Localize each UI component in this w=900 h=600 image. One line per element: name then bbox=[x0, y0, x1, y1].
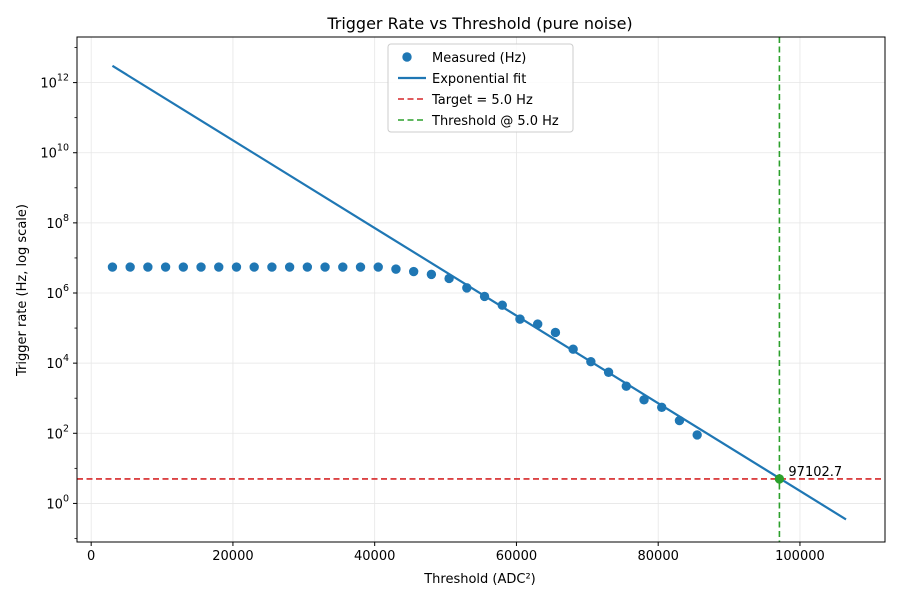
legend-marker-measured bbox=[402, 52, 412, 62]
y-tick-label: 104 bbox=[46, 353, 69, 372]
fit-line bbox=[111, 64, 847, 521]
y-axis-label: Trigger rate (Hz, log scale) bbox=[15, 204, 30, 377]
plot-content: 97102.7 bbox=[77, 37, 885, 542]
y-tick-label: 108 bbox=[46, 213, 69, 232]
measured-point bbox=[674, 415, 685, 426]
x-tick-label: 0 bbox=[87, 549, 95, 564]
threshold-annotation: 97102.7 bbox=[788, 465, 842, 480]
measured-point bbox=[444, 273, 454, 284]
measured-point bbox=[391, 264, 401, 274]
legend: Measured (Hz) Exponential fit Target = 5.0… bbox=[387, 43, 574, 133]
measured-point bbox=[284, 262, 295, 272]
measured-point bbox=[338, 262, 348, 272]
measured-point bbox=[408, 266, 419, 277]
y-axis: 100 102 104 106 108 1010 1012 bbox=[40, 47, 77, 539]
legend-box bbox=[387, 43, 574, 133]
x-tick-label: 100000 bbox=[775, 549, 825, 564]
measured-point bbox=[550, 327, 561, 338]
measured-point bbox=[692, 430, 702, 440]
measured-point bbox=[603, 367, 614, 377]
measured-point bbox=[143, 262, 153, 272]
y-tick-label: 1010 bbox=[40, 143, 69, 162]
measured-point bbox=[621, 381, 631, 391]
y-tick-label: 102 bbox=[46, 423, 69, 442]
measured-point bbox=[320, 262, 330, 272]
measured-point bbox=[355, 262, 366, 272]
measured-point bbox=[639, 395, 649, 405]
measured-point bbox=[462, 283, 472, 293]
x-axis-label: Threshold (ADC²) bbox=[423, 572, 536, 587]
measured-point bbox=[178, 262, 189, 272]
measured-point bbox=[160, 262, 171, 272]
measured-point bbox=[497, 300, 507, 310]
threshold-marker-point bbox=[774, 474, 785, 484]
plot-frame bbox=[76, 36, 886, 543]
measured-point bbox=[267, 262, 277, 272]
legend-label: Exponential fit bbox=[432, 72, 526, 87]
x-tick-label: 80000 bbox=[638, 549, 679, 564]
legend-label: Threshold @ 5.0 Hz bbox=[431, 114, 559, 129]
measured-point bbox=[657, 402, 667, 413]
measured-point bbox=[196, 262, 206, 272]
measured-point bbox=[231, 262, 242, 272]
measured-point bbox=[586, 356, 596, 367]
measured-point bbox=[479, 291, 490, 302]
measured-point bbox=[302, 262, 313, 272]
y-tick-label: 1012 bbox=[40, 73, 69, 92]
measured-point bbox=[515, 314, 525, 324]
y-tick-label: 106 bbox=[46, 283, 69, 302]
measured-point bbox=[568, 344, 578, 354]
x-axis: 0 20000 40000 60000 80000 100000 bbox=[87, 542, 825, 564]
chart-title: Trigger Rate vs Threshold (pure noise) bbox=[326, 14, 632, 33]
measured-point bbox=[107, 262, 118, 272]
measured-point bbox=[249, 262, 259, 272]
y-tick-label: 100 bbox=[46, 493, 69, 512]
x-tick-label: 60000 bbox=[496, 549, 537, 564]
x-tick-label: 20000 bbox=[212, 549, 253, 564]
legend-label: Measured (Hz) bbox=[432, 51, 526, 66]
measured-point bbox=[426, 269, 437, 280]
measured-point bbox=[125, 262, 135, 272]
x-tick-label: 40000 bbox=[354, 549, 395, 564]
measured-point bbox=[533, 319, 543, 329]
measured-point bbox=[214, 262, 224, 272]
legend-label: Target = 5.0 Hz bbox=[431, 93, 533, 108]
measured-point bbox=[373, 262, 383, 272]
